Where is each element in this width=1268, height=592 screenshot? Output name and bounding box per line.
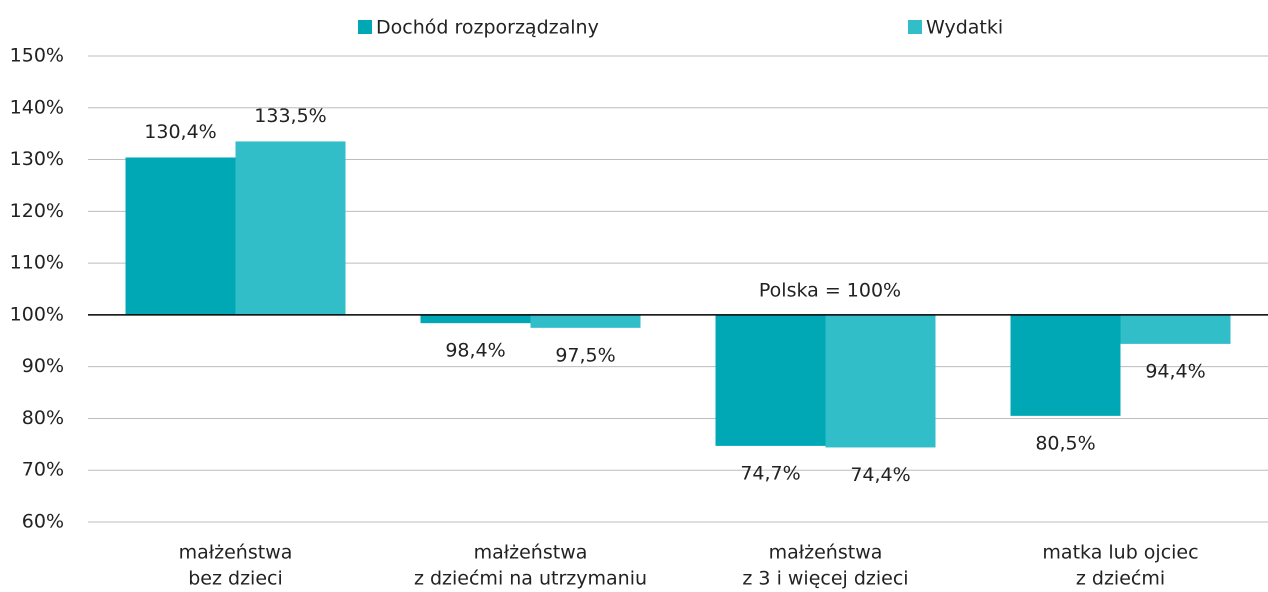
legend-label: Wydatki bbox=[926, 17, 1003, 39]
legend-swatch bbox=[908, 20, 922, 34]
y-tick-label: 150% bbox=[10, 45, 64, 67]
bar bbox=[1120, 314, 1231, 344]
x-tick-label: z 3 i więcej dzieci bbox=[742, 568, 908, 590]
value-label: 133,5% bbox=[254, 105, 326, 127]
value-label: 74,7% bbox=[740, 462, 800, 484]
bar bbox=[825, 314, 936, 448]
y-tick-label: 140% bbox=[10, 96, 64, 118]
annotation: Polska = 100% bbox=[759, 280, 901, 302]
x-tick-label: z dziećmi bbox=[1076, 568, 1165, 590]
bar bbox=[715, 314, 826, 446]
x-tick-label: z dziećmi na utrzymaniu bbox=[414, 568, 647, 590]
legend-swatch bbox=[358, 20, 372, 34]
value-label: 97,5% bbox=[555, 344, 615, 366]
bar bbox=[125, 157, 236, 315]
y-tick-label: 130% bbox=[10, 148, 64, 170]
bar bbox=[1010, 314, 1121, 416]
y-tick-label: 70% bbox=[22, 459, 64, 481]
x-tick-label: bez dzieci bbox=[188, 568, 283, 590]
value-label: 74,4% bbox=[850, 464, 910, 486]
y-tick-label: 120% bbox=[10, 200, 64, 222]
bar bbox=[530, 314, 641, 328]
value-label: 98,4% bbox=[445, 340, 505, 362]
value-label: 130,4% bbox=[144, 121, 216, 143]
legend-label: Dochód rozporządzalny bbox=[376, 17, 599, 39]
value-label: 94,4% bbox=[1145, 360, 1205, 382]
y-tick-label: 80% bbox=[22, 407, 64, 429]
y-tick-label: 60% bbox=[22, 511, 64, 533]
x-tick-label: małżeństwa bbox=[474, 542, 588, 564]
x-tick-label: małżeństwa bbox=[769, 542, 883, 564]
y-tick-label: 110% bbox=[10, 252, 64, 274]
value-label: 80,5% bbox=[1035, 432, 1095, 454]
bar bbox=[420, 314, 531, 324]
y-tick-label: 90% bbox=[22, 355, 64, 377]
y-tick-label: 100% bbox=[10, 303, 64, 325]
x-tick-label: małżeństwa bbox=[179, 542, 293, 564]
x-tick-label: matka lub ojciec bbox=[1042, 542, 1198, 564]
bar bbox=[235, 141, 346, 315]
